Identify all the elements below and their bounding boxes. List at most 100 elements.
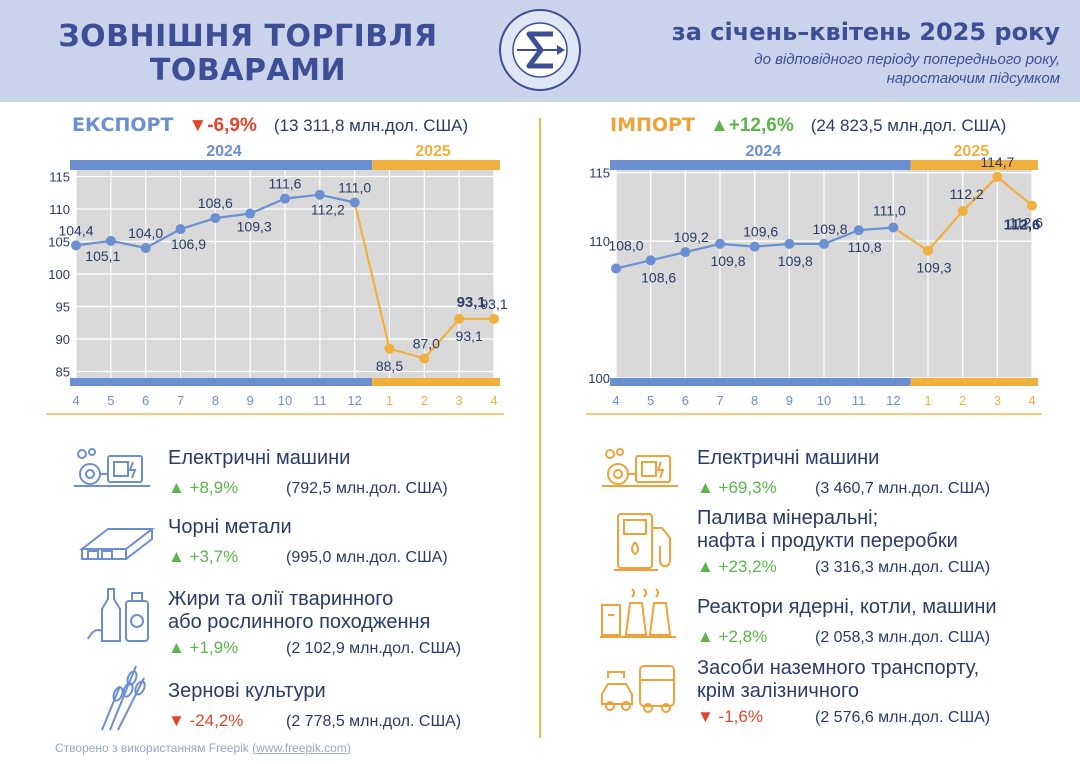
- data-label: 108,6: [198, 195, 233, 211]
- item-name: Чорні метали: [168, 516, 292, 538]
- year-label-2025: 2025: [415, 143, 451, 160]
- data-point: [957, 206, 968, 217]
- import-header: ІМПОРТ ▲+12,6% (24 823,5 млн.дол. США): [610, 114, 1006, 140]
- item-change: ▼ -24,2%: [168, 711, 244, 730]
- data-point: [992, 171, 1003, 182]
- data-label: 87,0: [413, 336, 440, 352]
- footer-text: Створено з використанням Freepik: [55, 741, 253, 755]
- y-tick-label: 85: [56, 365, 70, 380]
- electric-machine-icon: [74, 448, 150, 487]
- import-item-electric-machines: Електричні машини ▲ +69,3% (3 460,7 млн.д…: [697, 447, 990, 498]
- x-tick-label: 4: [612, 393, 619, 408]
- data-label: 114,7: [980, 154, 1014, 170]
- item-value: (2 102,9 млн.дол. США): [286, 640, 462, 657]
- period-note-2: наростаючим підсумком: [886, 70, 1060, 87]
- y-tick-label: 100: [48, 267, 70, 282]
- x-tick-label: 2: [959, 393, 966, 408]
- vehicles-icon: [601, 665, 675, 713]
- electric-machine-icon: [602, 448, 678, 487]
- y-tick-label: 115: [589, 166, 610, 181]
- page-title: ЗОВНІШНЯ ТОРГІВЛЯ ТОВАРАМИ: [28, 20, 468, 88]
- item-value: (3 460,7 млн.дол. США): [815, 480, 991, 497]
- item-name: Реактори ядерні, котли, машини: [697, 596, 997, 618]
- x-tick-label: 5: [647, 393, 654, 408]
- data-label: 109,3: [916, 260, 951, 276]
- item-value: (2 058,3 млн.дол. США): [815, 629, 991, 646]
- data-point: [645, 255, 656, 266]
- item-change: ▲ +23,2%: [697, 557, 777, 576]
- period-note-1: до відповідного періоду попереднього рок…: [754, 51, 1060, 68]
- data-point: [853, 225, 864, 236]
- item-name-line-2: крім залізничного: [697, 680, 859, 702]
- x-tick-label: 11: [852, 393, 866, 408]
- year-band-2024-bottom: [70, 378, 373, 386]
- year-band-2024-top: [610, 160, 911, 170]
- title-line-1: ЗОВНІШНЯ ТОРГІВЛЯ: [58, 19, 438, 54]
- data-label: 111,6: [269, 176, 302, 192]
- data-label: 93,1: [456, 328, 483, 344]
- data-point: [715, 238, 725, 249]
- data-point: [1027, 200, 1037, 211]
- item-change: ▲ +3,7%: [168, 547, 239, 566]
- item-name: Електричні машини: [697, 447, 880, 469]
- export-change: ▼-6,9%: [188, 115, 257, 136]
- data-point: [680, 247, 691, 258]
- x-tick-label: 8: [212, 393, 219, 408]
- data-label: 109,6: [743, 224, 778, 240]
- x-tick-label: 10: [278, 393, 292, 408]
- item-value: (995,0 млн.дол. США): [286, 549, 448, 566]
- data-label: 112,2: [950, 186, 984, 202]
- y-tick-label: 90: [56, 332, 70, 347]
- item-change: ▲ +1,9%: [168, 638, 239, 657]
- period-text: за січень–квітень 2025 року: [671, 18, 1060, 46]
- data-label: 106,9: [171, 236, 206, 252]
- x-tick-label: 4: [1028, 393, 1035, 408]
- data-point: [923, 245, 933, 256]
- export-item-cereals: Зернові культури ▼ -24,2% (2 778,5 млн.до…: [168, 680, 461, 731]
- data-point: [140, 243, 151, 253]
- data-point: [819, 238, 829, 249]
- data-label: 108,6: [641, 269, 676, 285]
- x-tick-label: 9: [247, 393, 254, 408]
- x-tick-label: 11: [313, 393, 327, 408]
- x-tick-label: 3: [994, 393, 1001, 408]
- year-band-2025-bottom: [910, 378, 1038, 386]
- data-point: [71, 240, 81, 251]
- data-point: [245, 208, 256, 219]
- year-label-2024: 2024: [746, 143, 782, 160]
- data-label: 93,1: [480, 296, 507, 312]
- x-tick-label: 1: [924, 393, 931, 408]
- year-band-2025-top: [910, 160, 1038, 170]
- year-label-2024: 2024: [206, 143, 242, 160]
- data-label: 88,5: [376, 358, 403, 374]
- data-point: [210, 213, 221, 224]
- data-point: [489, 313, 499, 324]
- x-tick-label: 7: [716, 393, 723, 408]
- x-tick-label: 6: [142, 393, 149, 408]
- title-line-2: ТОВАРАМИ: [149, 53, 347, 88]
- x-tick-label: 9: [786, 393, 793, 408]
- year-band-2025-bottom: [372, 378, 500, 386]
- x-tick-label: 4: [72, 393, 79, 408]
- item-name-line-2: або рослинного походження: [168, 611, 431, 633]
- x-tick-label: 5: [107, 393, 114, 408]
- data-label: 111,0: [338, 180, 371, 196]
- data-label: 104,4: [58, 222, 93, 238]
- freepik-link[interactable]: (www.freepik.com): [252, 741, 351, 755]
- item-change: ▲ +69,3%: [697, 478, 777, 497]
- data-point: [175, 224, 186, 235]
- data-label: 111,0: [873, 202, 906, 218]
- item-change: ▲ +2,8%: [697, 627, 768, 646]
- x-tick-label: 7: [177, 393, 184, 408]
- data-label: 109,8: [710, 253, 745, 269]
- x-tick-label: 12: [886, 393, 900, 408]
- y-tick-label: 100: [588, 371, 610, 386]
- item-name-line-1: Засоби наземного транспорту,: [697, 657, 980, 679]
- highlight-label: 93,1: [457, 294, 486, 311]
- export-item-fats-oils: Жири та олії тваринного або рослинного п…: [168, 588, 461, 658]
- nuclear-plant-icon: [600, 588, 676, 638]
- export-item-electric-machines: Електричні машини ▲ +8,9% (792,5 млн.дол.…: [168, 447, 448, 498]
- steel-beams-icon: [79, 528, 155, 560]
